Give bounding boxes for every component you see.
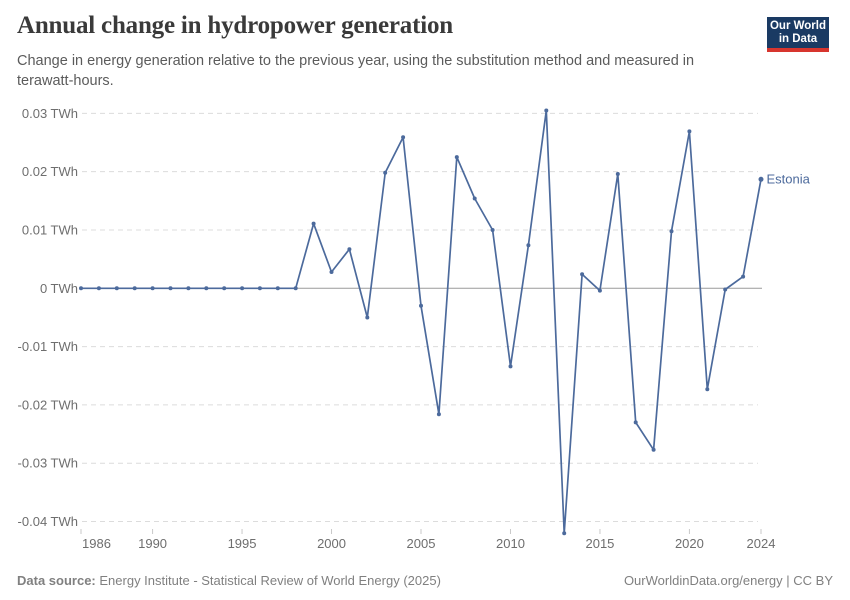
owid-logo-box: Our World in Data [767, 17, 829, 48]
data-point[interactable] [168, 286, 173, 291]
chart-footer: Data source: Energy Institute - Statisti… [17, 573, 833, 588]
data-point[interactable] [723, 287, 728, 292]
data-point[interactable] [222, 286, 227, 291]
data-point[interactable] [329, 270, 334, 274]
data-point[interactable] [204, 286, 209, 291]
data-point[interactable] [490, 228, 495, 232]
data-source-text: Energy Institute - Statistical Review of… [99, 573, 441, 588]
data-point[interactable] [454, 155, 459, 160]
y-tick-label: 0.02 TWh [22, 164, 78, 179]
data-point[interactable] [275, 286, 280, 291]
y-tick-label: -0.03 TWh [18, 456, 78, 471]
y-tick-label: -0.02 TWh [18, 397, 78, 412]
data-point[interactable] [580, 272, 585, 277]
page-title: Annual change in hydropower generation [17, 12, 453, 39]
data-point[interactable] [186, 286, 191, 291]
data-point[interactable] [562, 531, 567, 536]
owid-logo-line1: Our World [769, 19, 826, 32]
y-tick-label: -0.04 TWh [18, 514, 78, 529]
owid-logo-red-bar [767, 48, 829, 52]
data-point[interactable] [669, 229, 674, 234]
y-tick-label: -0.01 TWh [18, 339, 78, 354]
data-point[interactable] [526, 243, 531, 248]
owid-credit-link[interactable]: OurWorldinData.org/energy | CC BY [623, 573, 833, 588]
series-end-label[interactable]: Estonia [767, 171, 811, 186]
x-tick-label: 2000 [317, 536, 346, 551]
y-tick-label: 0 TWh [40, 281, 78, 296]
y-tick-label: 0.01 TWh [22, 222, 78, 237]
data-point[interactable] [365, 315, 370, 320]
data-point[interactable] [758, 176, 764, 182]
data-point[interactable] [132, 286, 137, 291]
data-point[interactable] [597, 288, 602, 293]
chart-subtitle: Change in energy generation relative to … [17, 53, 695, 89]
data-point[interactable] [472, 196, 477, 201]
data-point[interactable] [615, 172, 620, 176]
data-point[interactable] [311, 221, 316, 226]
data-point[interactable] [240, 286, 245, 291]
data-point[interactable] [687, 129, 692, 134]
y-tick-label: 0.03 TWh [22, 106, 78, 121]
data-point[interactable] [705, 387, 710, 392]
x-tick-label: 1995 [228, 536, 257, 551]
data-point[interactable] [383, 170, 388, 175]
data-point[interactable] [79, 286, 83, 291]
data-point[interactable] [401, 135, 406, 140]
x-tick-label: 2020 [675, 536, 704, 551]
x-tick-label: 2015 [585, 536, 614, 551]
data-source-label: Data source: [17, 573, 96, 588]
x-tick-label: 2005 [407, 536, 436, 551]
owid-logo-line2: in Data [778, 32, 818, 45]
data-line [80, 109, 762, 535]
data-point[interactable] [741, 274, 746, 279]
data-point[interactable] [257, 286, 262, 291]
data-point[interactable] [419, 303, 423, 308]
owid-logo[interactable]: Our World in Data [767, 17, 829, 52]
x-tick-label: 2010 [496, 536, 525, 551]
data-point[interactable] [436, 412, 441, 417]
x-tick-label: 1986 [82, 536, 111, 551]
x-tick-label: 1990 [138, 536, 167, 551]
data-point[interactable] [347, 247, 352, 252]
data-point[interactable] [293, 286, 298, 291]
data-point[interactable] [508, 364, 513, 369]
data-point[interactable] [633, 420, 638, 425]
data-source: Data source: Energy Institute - Statisti… [17, 573, 441, 588]
data-point[interactable] [96, 286, 101, 291]
data-point[interactable] [651, 447, 656, 452]
data-point[interactable] [114, 286, 119, 291]
x-tick-label: 2024 [747, 536, 776, 551]
data-point[interactable] [150, 286, 155, 291]
data-point[interactable] [544, 108, 549, 113]
